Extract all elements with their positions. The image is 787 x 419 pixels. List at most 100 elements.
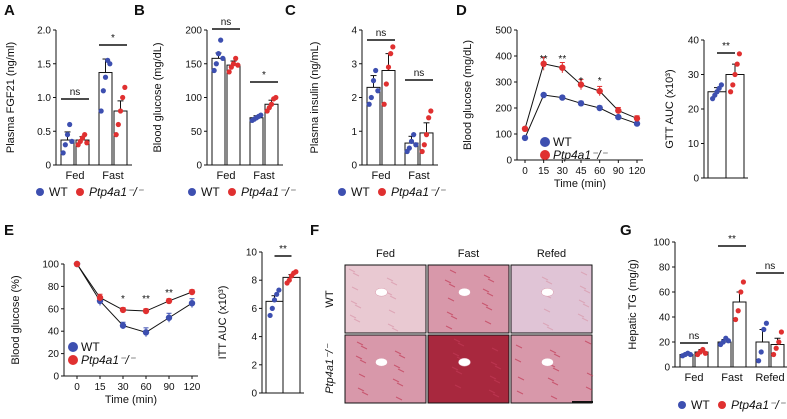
data-point (113, 132, 119, 138)
data-point (107, 61, 113, 67)
tissue-texture (388, 309, 396, 314)
tissue-texture (448, 283, 456, 288)
tissue-texture (393, 364, 401, 369)
y-tick-label: 500 (495, 26, 512, 37)
tissue-texture (353, 318, 361, 323)
data-point (718, 82, 725, 88)
legend-ko-label: Ptp4a1⁻/⁻ (553, 148, 609, 162)
panel-letter: B (134, 2, 145, 19)
y-tick-label: 0 (664, 363, 670, 374)
significance-label: ** (728, 234, 736, 245)
y-axis-label: Blood glucose (mg/dL) (462, 40, 474, 150)
legend-ko-marker (68, 355, 78, 365)
tissue-texture (444, 279, 452, 284)
y-tick-label: 0 (196, 161, 202, 172)
tissue-texture (553, 353, 561, 358)
tissue-texture (387, 323, 395, 328)
tissue-texture (389, 295, 397, 300)
bar (211, 57, 226, 166)
tissue-texture (487, 278, 495, 283)
legend-ko-label: Ptp4a1⁻/⁻ (731, 398, 787, 412)
tissue-texture (359, 359, 367, 364)
data-point (615, 107, 622, 114)
data-point (700, 346, 706, 353)
legend-wt-label: WT (81, 340, 100, 354)
panel-d-auc: 0 10 20 30 40 GTT AUC (x10³) ** (664, 36, 748, 185)
tissue-texture (361, 391, 369, 396)
data-point (274, 291, 280, 297)
data-point (273, 94, 279, 101)
data-point (188, 300, 196, 307)
significance-label: ** (142, 294, 150, 305)
data-point (421, 142, 427, 148)
data-point (73, 260, 81, 268)
significance-label: ns (221, 17, 232, 28)
y-tick-label: 80 (48, 282, 60, 293)
row-label: WT (324, 290, 336, 307)
significance-label: ns (414, 68, 425, 79)
tissue-texture (452, 352, 460, 357)
data-point (276, 287, 282, 293)
legend-wt-marker (540, 137, 550, 147)
x-tick-label: 0 (74, 382, 80, 393)
y-tick-label: 2.0 (37, 26, 51, 37)
x-tick-label: Fast (102, 170, 123, 182)
tissue-texture (543, 308, 551, 313)
series-line (76, 263, 193, 312)
tissue-texture (482, 288, 490, 293)
data-point (728, 89, 734, 95)
data-point (521, 125, 529, 132)
y-tick-label: 50 (191, 127, 203, 138)
legend-wt-marker (68, 342, 78, 352)
bar (226, 64, 241, 166)
y-tick-label: 2 (351, 93, 357, 104)
data-point (373, 67, 379, 74)
data-point (428, 108, 434, 114)
tissue-texture (481, 302, 489, 307)
x-tick-label: 60 (140, 382, 152, 393)
data-point (419, 148, 425, 155)
tissue-texture (350, 300, 358, 305)
data-point (773, 345, 779, 351)
data-point (120, 94, 126, 101)
tissue-texture (453, 338, 461, 343)
histology-image (510, 334, 593, 404)
tissue-texture (355, 355, 363, 360)
y-axis-label: Hepatic TG (mg/g) (627, 259, 639, 349)
y-tick-label: 80 (659, 263, 671, 274)
data-point (413, 142, 419, 148)
data-point (122, 84, 128, 90)
significance-label: ns (765, 261, 776, 272)
data-point (733, 316, 739, 323)
data-point (735, 308, 741, 314)
tissue-texture (491, 347, 499, 352)
data-point (115, 121, 121, 128)
data-point (756, 358, 762, 364)
histology-image (427, 334, 510, 404)
significance-label: * (111, 33, 115, 44)
y-tick-label: 20 (659, 338, 671, 349)
bar (366, 86, 381, 166)
data-point (375, 88, 381, 94)
legend-ko-label: Ptp4a1⁻/⁻ (391, 185, 447, 199)
x-tick-label: Fed (372, 170, 391, 182)
tissue-texture (582, 303, 590, 308)
x-tick-label: Fed (66, 170, 85, 182)
tissue-texture (351, 286, 359, 291)
data-point (286, 277, 292, 283)
tissue-texture (552, 367, 560, 372)
y-tick-label: 0 (45, 161, 51, 172)
y-axis-label: Plasma insulin (ng/mL) (309, 42, 321, 154)
significance-label: * (262, 70, 266, 81)
panel-f: F Fed Fast Refed WT Ptp4a1⁻/⁻ (310, 222, 594, 404)
data-point (366, 101, 372, 107)
x-tick-label: Refed (755, 372, 784, 384)
data-point (119, 322, 127, 329)
data-point (633, 120, 641, 127)
y-tick-label: 0 (351, 161, 357, 172)
y-tick-label: 100 (42, 260, 59, 271)
data-point (615, 113, 622, 121)
tissue-texture (358, 373, 366, 378)
data-point (235, 62, 241, 68)
data-point (368, 94, 374, 101)
